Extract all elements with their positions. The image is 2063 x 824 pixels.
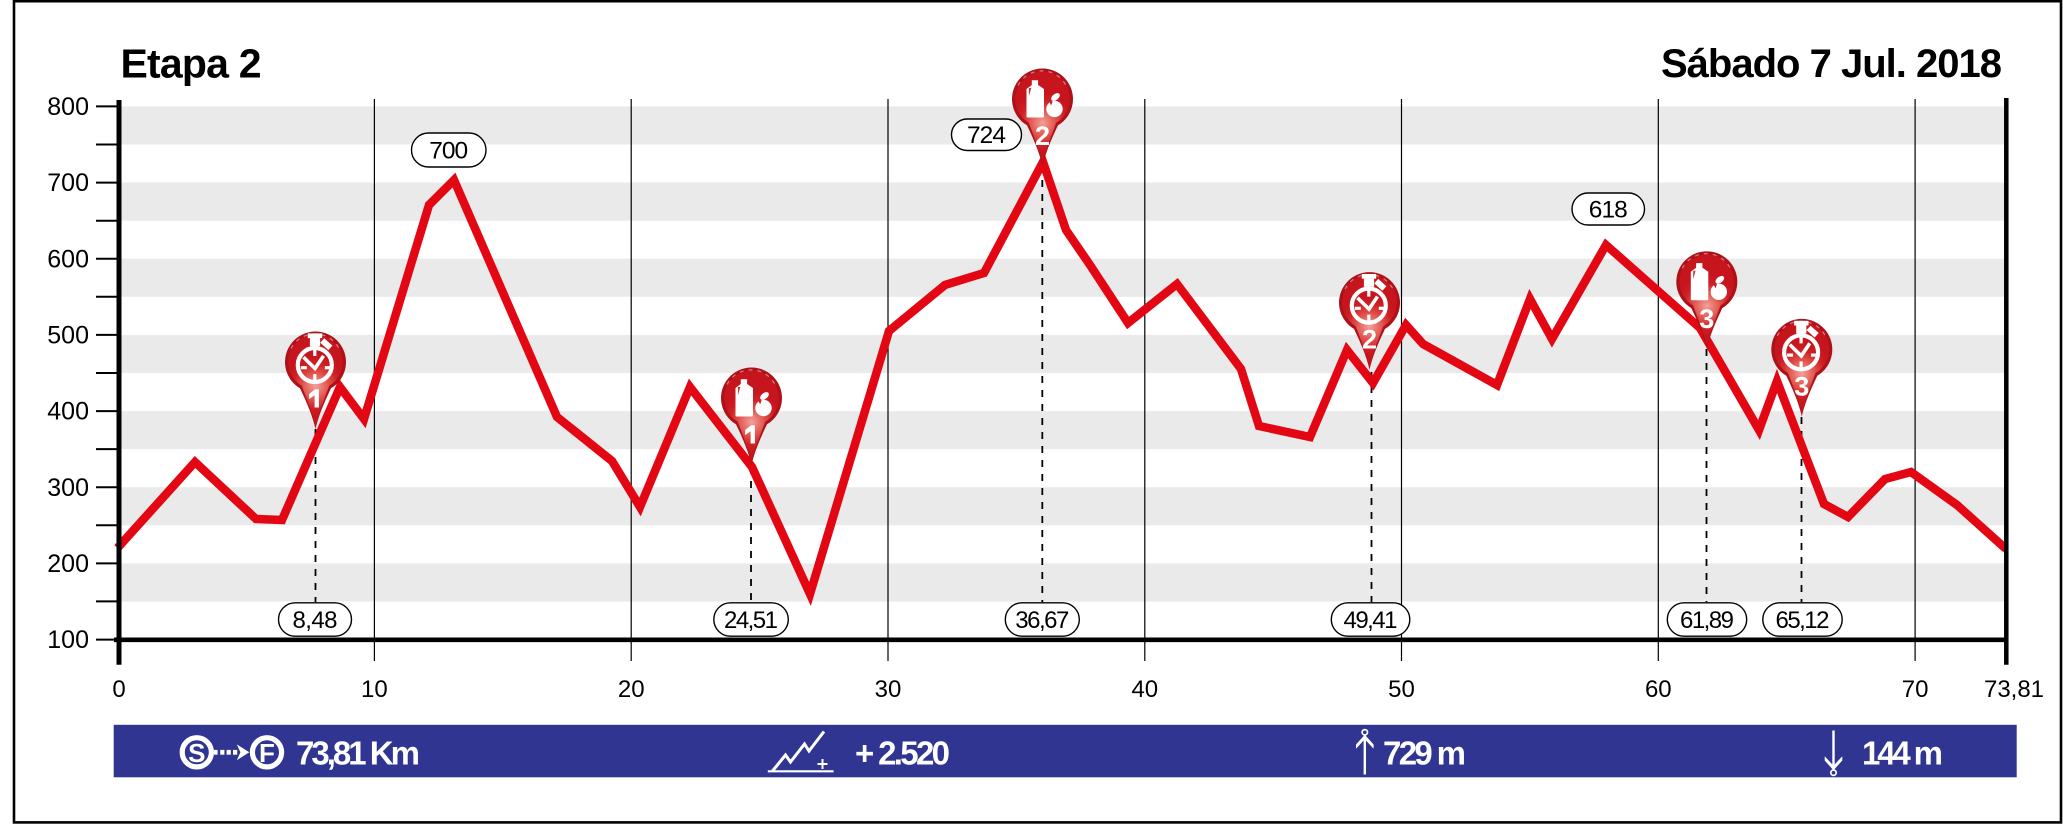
svg-text:65,12: 65,12 <box>1776 607 1830 634</box>
svg-text:73,81 Km: 73,81 Km <box>296 735 420 772</box>
svg-text:700: 700 <box>429 138 468 165</box>
svg-text:8,48: 8,48 <box>293 607 338 634</box>
svg-text:0: 0 <box>112 676 125 703</box>
svg-text:30: 30 <box>875 676 902 703</box>
svg-text:724: 724 <box>967 122 1006 149</box>
svg-text:618: 618 <box>1589 197 1628 224</box>
svg-text:73,81: 73,81 <box>1984 676 2044 703</box>
svg-text:Etapa 2: Etapa 2 <box>121 41 262 87</box>
svg-text:800: 800 <box>47 93 89 121</box>
svg-text:729 m: 729 m <box>1383 735 1466 772</box>
svg-text:49,41: 49,41 <box>1344 607 1398 634</box>
svg-text:60: 60 <box>1645 676 1672 703</box>
svg-text:24,51: 24,51 <box>724 607 778 634</box>
svg-text:144 m: 144 m <box>1862 735 1943 772</box>
svg-text:F: F <box>259 738 275 768</box>
svg-text:3: 3 <box>1794 371 1809 401</box>
svg-text:Sábado 7 Jul. 2018: Sábado 7 Jul. 2018 <box>1661 42 2002 86</box>
svg-text:S: S <box>188 738 205 768</box>
svg-text:50: 50 <box>1388 676 1415 703</box>
svg-text:200: 200 <box>47 550 89 578</box>
svg-text:61,89: 61,89 <box>1680 607 1734 634</box>
svg-text:700: 700 <box>47 169 89 197</box>
svg-text:3: 3 <box>1699 304 1714 334</box>
svg-text:20: 20 <box>618 676 645 703</box>
svg-text:40: 40 <box>1131 676 1158 703</box>
svg-text:300: 300 <box>47 474 89 502</box>
svg-text:70: 70 <box>1902 676 1929 703</box>
svg-text:2: 2 <box>1035 121 1050 151</box>
svg-text:2: 2 <box>1362 325 1377 355</box>
svg-text:10: 10 <box>361 676 388 703</box>
svg-text:+ 2.520: + 2.520 <box>855 735 950 772</box>
svg-text:100: 100 <box>47 626 89 654</box>
svg-text:500: 500 <box>47 322 89 350</box>
svg-text:400: 400 <box>47 398 89 426</box>
svg-text:600: 600 <box>47 245 89 273</box>
svg-text:36,67: 36,67 <box>1015 607 1069 634</box>
